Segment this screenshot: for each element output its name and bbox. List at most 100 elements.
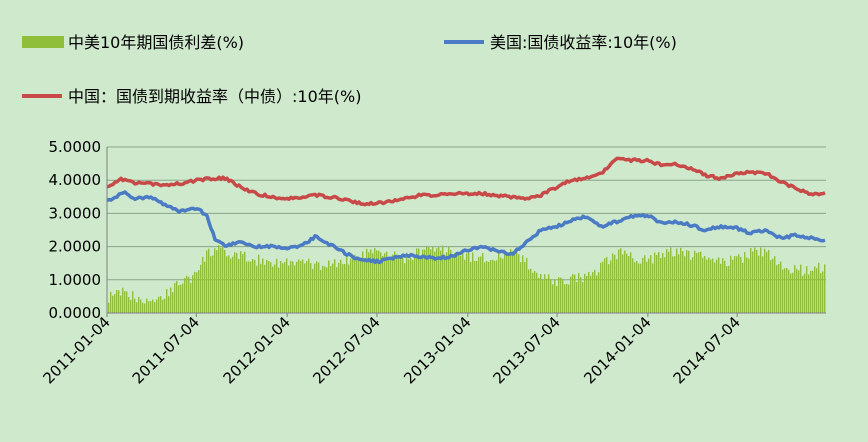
spread-bar — [496, 260, 498, 313]
spread-bar — [240, 251, 242, 313]
spread-bar — [206, 250, 208, 313]
spread-bar — [576, 282, 578, 313]
axes — [106, 147, 826, 314]
spread-bar — [518, 254, 520, 313]
spread-bar — [288, 265, 290, 313]
spread-bar — [500, 257, 502, 313]
spread-bar — [650, 255, 652, 313]
spread-bar — [748, 258, 750, 313]
spread-bar — [398, 255, 400, 313]
spread-bar — [164, 298, 166, 313]
spread-bar — [234, 252, 236, 313]
spread-bar — [200, 264, 202, 313]
spread-bar — [606, 257, 608, 313]
spread-bar — [740, 256, 742, 313]
spread-bar — [686, 250, 688, 313]
spread-bar — [372, 253, 374, 313]
spread-bar — [348, 264, 350, 313]
spread-bar — [210, 256, 212, 313]
spread-bar — [800, 264, 802, 313]
spread-bar — [448, 246, 450, 313]
spread-bar — [422, 249, 424, 313]
spread-bar — [554, 279, 556, 313]
spread-bar — [328, 260, 330, 313]
y-tick-label: 1.0000 — [49, 271, 102, 289]
spread-bar — [516, 251, 518, 313]
spread-bar — [214, 248, 216, 313]
spread-bar — [632, 258, 634, 313]
spread-bar — [572, 274, 574, 313]
spread-bar — [232, 256, 234, 313]
spread-bar — [152, 299, 154, 313]
spread-bar — [664, 257, 666, 313]
spread-bar — [714, 262, 716, 313]
spread-bar — [380, 252, 382, 313]
spread-bar — [704, 255, 706, 313]
spread-bar — [710, 259, 712, 313]
spread-bar — [594, 269, 596, 313]
spread-bar — [442, 245, 444, 313]
spread-bar — [692, 257, 694, 313]
spread-bar — [672, 256, 674, 313]
spread-bar — [816, 268, 818, 313]
spread-bar — [812, 270, 814, 313]
spread-bar — [174, 283, 176, 313]
spread-bar — [436, 248, 438, 313]
spread-bar — [670, 247, 672, 313]
spread-bar — [142, 302, 144, 313]
spread-bar — [610, 260, 612, 313]
y-tick-label: 0.0000 — [49, 304, 102, 322]
spread-bar — [540, 273, 542, 313]
spread-bar — [360, 257, 362, 313]
spread-bar — [170, 287, 172, 313]
spread-bar — [754, 247, 756, 313]
spread-bar — [656, 254, 658, 313]
spread-bar — [730, 255, 732, 313]
spread-bar — [502, 258, 504, 313]
spread-bar — [508, 253, 510, 313]
y-tick-label: 2.0000 — [49, 238, 102, 256]
spread-bar — [192, 275, 194, 313]
spread-bar — [272, 266, 274, 313]
spread-bar — [626, 253, 628, 313]
spread-bar — [744, 252, 746, 313]
spread-bar — [260, 263, 262, 313]
spread-bar — [818, 262, 820, 313]
spread-bar — [466, 253, 468, 313]
spread-bar — [722, 258, 724, 313]
spread-bar — [724, 260, 726, 313]
spread-bar — [556, 286, 558, 313]
spread-bar — [470, 262, 472, 313]
spread-bar — [218, 245, 220, 313]
spread-bar — [158, 296, 160, 313]
spread-bar — [736, 256, 738, 313]
legend-swatch-spread — [22, 36, 64, 48]
spread-bar — [146, 298, 148, 313]
spread-bar — [332, 263, 334, 313]
spread-bar — [758, 255, 760, 313]
spread-bar — [344, 263, 346, 313]
spread-bar — [408, 259, 410, 313]
spread-bar — [426, 246, 428, 313]
spread-bar — [644, 255, 646, 313]
spread-bar — [514, 251, 516, 313]
spread-bar — [208, 248, 210, 313]
spread-bar — [156, 299, 158, 313]
spread-bar — [370, 249, 372, 313]
spread-bar — [768, 249, 770, 313]
spread-bar — [216, 250, 218, 313]
spread-bar — [790, 273, 792, 313]
spread-bar — [438, 247, 440, 313]
spread-bar — [150, 301, 152, 313]
spread-bar — [366, 248, 368, 313]
spread-bar — [480, 256, 482, 313]
x-tick-label: 2012-01-04 — [220, 313, 294, 387]
spread-bar — [700, 251, 702, 313]
spread-bar — [460, 255, 462, 313]
spread-bar — [756, 250, 758, 313]
spread-bar — [762, 256, 764, 313]
spread-bar — [284, 262, 286, 313]
spread-bar — [162, 299, 164, 313]
